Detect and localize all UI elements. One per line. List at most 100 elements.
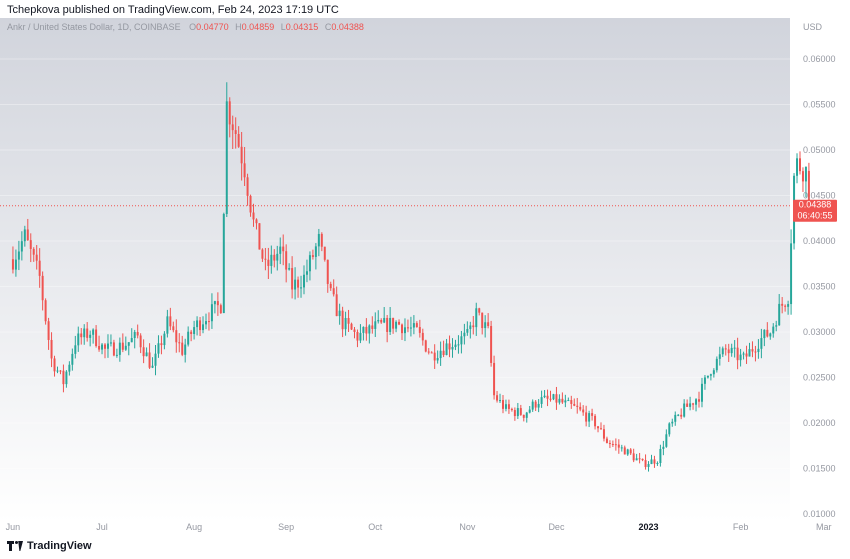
candle-body — [175, 330, 178, 343]
candle-body — [228, 101, 231, 125]
candle-body — [718, 354, 721, 359]
candle-body — [350, 323, 353, 330]
candle-body — [38, 260, 41, 276]
candle-body — [579, 406, 582, 410]
candle-body — [531, 401, 534, 410]
candle-body — [288, 268, 291, 270]
candle-body — [504, 404, 507, 409]
candle-body — [142, 347, 145, 357]
candle-body — [801, 171, 804, 182]
candle-body — [564, 400, 567, 403]
candle-body — [487, 322, 490, 327]
candle-body — [65, 371, 68, 385]
candle-body — [101, 344, 104, 350]
candle-body — [807, 170, 810, 206]
candle-body — [493, 362, 496, 396]
candle-body — [611, 443, 614, 445]
badge-price: 0.04388 — [799, 200, 832, 210]
candle-body — [528, 409, 531, 413]
candle-body — [739, 354, 742, 361]
candle-body — [68, 364, 71, 372]
candle-body — [14, 259, 17, 270]
grid-lines — [0, 58, 790, 515]
legend-symbol: Ankr / United States Dollar, 1D, COINBAS… — [7, 22, 181, 32]
candle-body — [733, 347, 736, 349]
candle-body — [133, 331, 136, 339]
x-tick-label: Jul — [96, 522, 108, 532]
candle-body — [798, 158, 801, 172]
candle-body — [95, 329, 98, 347]
legend-close: 0.04388 — [331, 22, 364, 32]
candle-body — [371, 325, 374, 329]
candle-body — [32, 248, 35, 255]
last-price-badge: 0.04388 06:40:55 — [793, 199, 837, 222]
candle-body — [23, 229, 26, 242]
candle-body — [715, 358, 718, 371]
candle-body — [92, 329, 95, 335]
candle-body — [392, 317, 395, 329]
candle-body — [775, 325, 778, 327]
y-tick-label: 0.04000 — [803, 236, 836, 246]
svg-text:Ankr / United States Dollar, 1: Ankr / United States Dollar, 1D, COINBAS… — [7, 22, 364, 32]
candle-body — [190, 331, 193, 335]
price-chart[interactable]: USD 0.01000 0.01500 0.02000 0.02500 0.03000 0… — [0, 0, 850, 540]
x-tick-label: Mar — [816, 522, 832, 532]
y-tick-label: 0.02500 — [803, 373, 836, 383]
candle-body — [439, 350, 442, 359]
candle-body — [409, 327, 412, 329]
candle-body — [106, 343, 109, 349]
candle-body — [323, 246, 326, 260]
candle-body — [386, 317, 389, 332]
candle-body — [300, 287, 303, 289]
candle-body — [576, 405, 579, 407]
price-axis[interactable]: USD 0.01000 0.01500 0.02000 0.02500 0.03000 0… — [803, 22, 836, 519]
candle-body — [222, 214, 225, 314]
candle-body — [614, 444, 617, 446]
plot-background — [0, 18, 790, 522]
y-tick-label: 0.03500 — [803, 282, 836, 292]
candle-body — [207, 321, 210, 323]
candle-body — [329, 283, 332, 289]
candle-body — [305, 271, 308, 275]
candle-body — [353, 329, 356, 332]
x-tick-label: Nov — [459, 522, 476, 532]
legend: Ankr / United States Dollar, 1D, COINBAS… — [7, 22, 364, 32]
candle-body — [398, 321, 401, 325]
candle-body — [430, 352, 433, 354]
candle-body — [83, 328, 86, 338]
candle-body — [11, 259, 14, 270]
candle-body — [29, 240, 32, 249]
legend-low: 0.04315 — [286, 22, 319, 32]
candle-body — [543, 395, 546, 398]
candle-body — [219, 305, 222, 314]
candle-body — [516, 408, 519, 417]
candle-body — [98, 346, 101, 350]
candle-body — [466, 328, 469, 333]
footer-brand: TradingView — [27, 540, 92, 552]
candle-body — [181, 342, 184, 355]
time-axis[interactable]: Jun Jul Aug Sep Oct Nov Dec 2023 Feb Mar — [6, 522, 832, 532]
candle-body — [130, 338, 133, 343]
candle-body — [555, 394, 558, 403]
candle-body — [552, 394, 555, 400]
candle-body — [706, 375, 709, 378]
candle-body — [721, 348, 724, 355]
candle-body — [463, 332, 466, 337]
candle-body — [561, 398, 564, 403]
candle-body — [234, 130, 237, 134]
candle-body — [427, 351, 430, 353]
candle-body — [311, 255, 314, 257]
currency-label: USD — [803, 22, 823, 32]
candle-body — [291, 268, 294, 290]
candle-body — [326, 259, 329, 284]
candle-body — [540, 397, 543, 404]
candle-body — [513, 410, 516, 417]
candle-body — [50, 339, 53, 359]
candle-body — [136, 331, 139, 336]
candle-body — [757, 348, 760, 353]
candle-body — [418, 327, 421, 333]
candle-body — [151, 365, 154, 368]
candle-body — [659, 448, 662, 464]
candle-body — [484, 322, 487, 329]
candle-body — [160, 343, 163, 346]
